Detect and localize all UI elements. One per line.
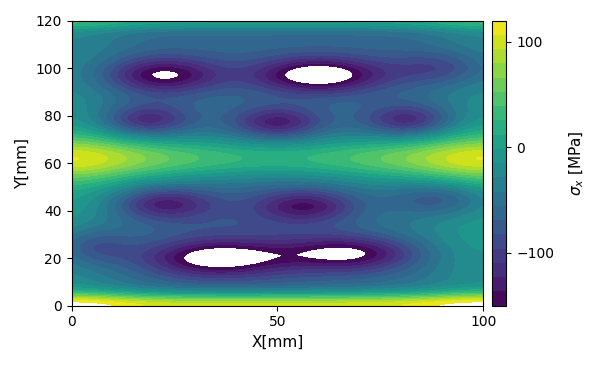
Y-axis label: $\sigma_x$ [MPa]: $\sigma_x$ [MPa] [568, 130, 586, 196]
X-axis label: X[mm]: X[mm] [251, 335, 304, 350]
Y-axis label: Y[mm]: Y[mm] [15, 138, 30, 189]
